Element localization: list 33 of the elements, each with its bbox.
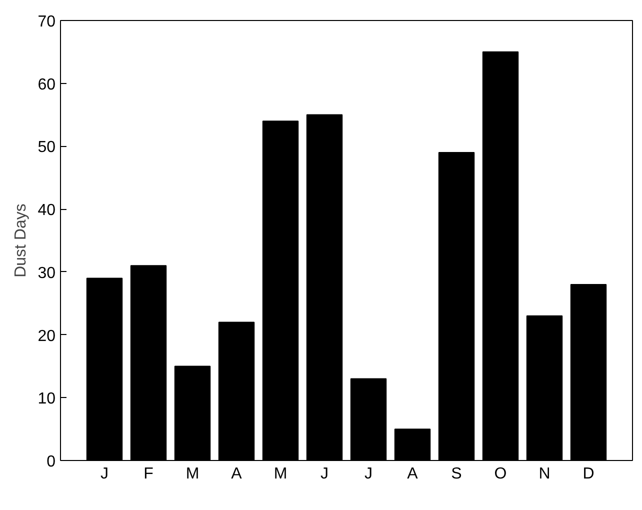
x-tick-label: A: [231, 466, 242, 482]
x-tick-label: O: [494, 466, 507, 482]
bar: [526, 315, 563, 460]
y-tick-label: 50: [38, 139, 56, 156]
bar: [218, 322, 255, 460]
bar: [394, 428, 431, 460]
x-tick-label: M: [274, 466, 288, 482]
y-axis-title: Dust Days: [12, 204, 30, 278]
bar: [174, 366, 211, 460]
y-tick-label: 70: [38, 14, 56, 30]
x-tick-label: A: [407, 466, 418, 482]
bar: [86, 278, 123, 460]
x-tick-label: M: [186, 466, 200, 482]
x-tick-label: D: [582, 466, 594, 482]
bar: [438, 152, 475, 460]
x-tick-label: J: [320, 466, 328, 482]
bar: [306, 114, 343, 460]
y-tick-label: 40: [38, 202, 56, 220]
y-tick-label: 20: [38, 328, 56, 345]
x-tick-label: J: [364, 466, 372, 482]
x-tick-label: J: [100, 466, 108, 482]
bar: [262, 120, 299, 460]
y-tick-label: 10: [38, 390, 56, 408]
x-tick-label: N: [538, 466, 550, 482]
x-tick-label: F: [144, 466, 154, 482]
bar: [482, 51, 519, 460]
x-tick-label: S: [451, 466, 462, 482]
bar: [570, 284, 607, 460]
y-tick-label: 30: [38, 264, 56, 282]
bar: [130, 265, 167, 460]
y-tick-label: 60: [38, 76, 56, 94]
y-tick-label: 0: [46, 454, 56, 470]
bar: [350, 378, 387, 460]
